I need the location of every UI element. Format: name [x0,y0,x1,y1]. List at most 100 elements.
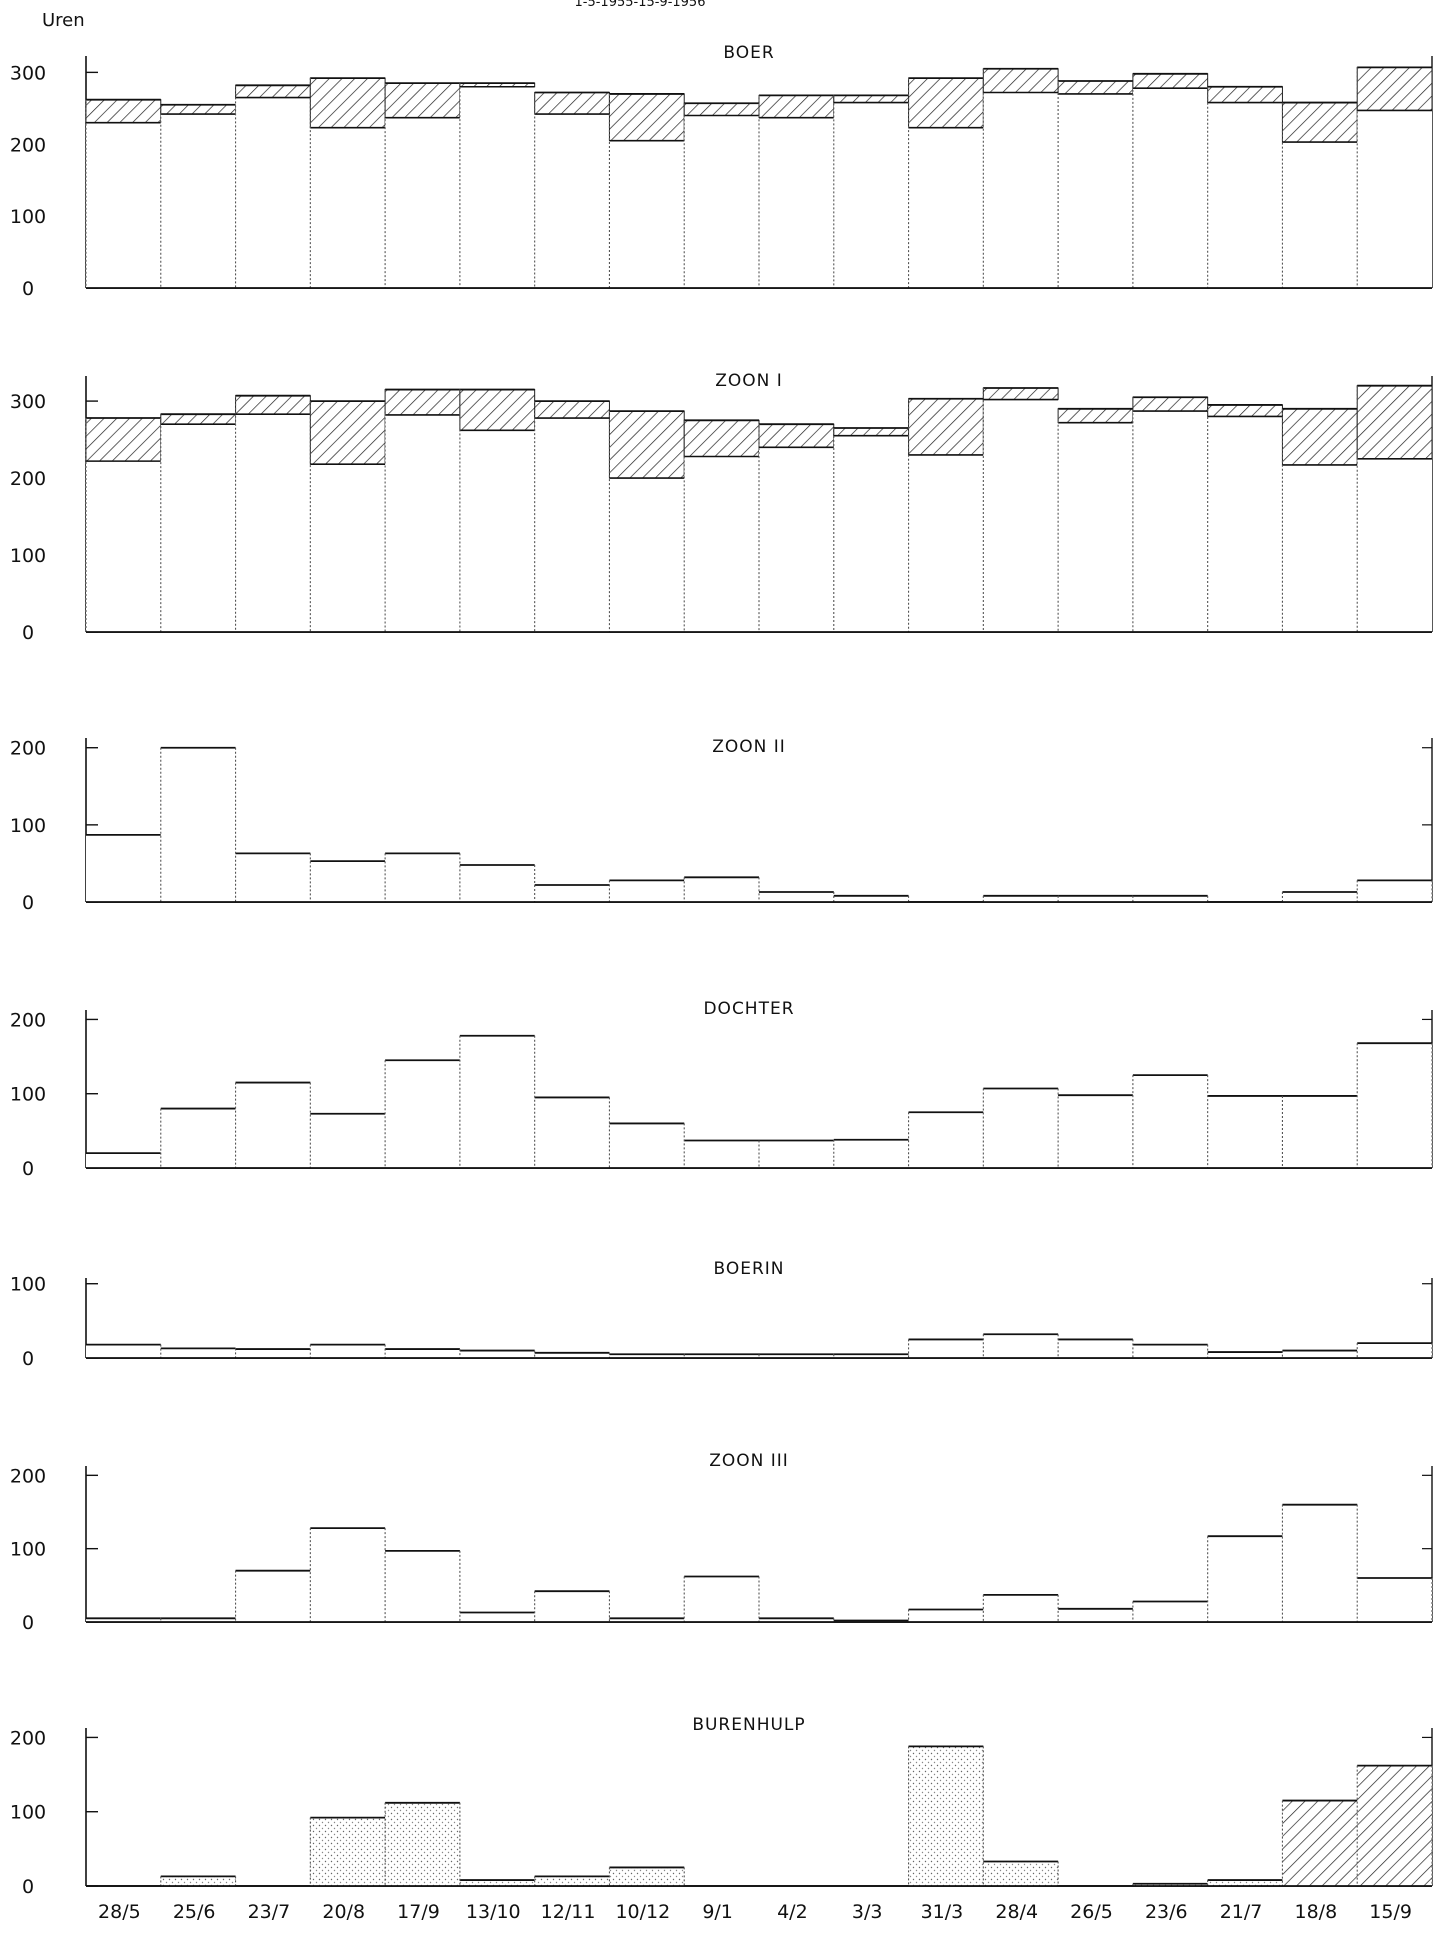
bar-extra-segment [459,389,536,431]
bar-extra-segment [683,102,760,116]
bar [310,861,386,902]
bar [1132,895,1208,902]
bar-base-segment [534,114,610,288]
y-tick-label: 200 [10,738,46,760]
bar [609,1867,685,1886]
bar [1282,891,1358,902]
bar-base-segment [1207,102,1283,288]
bar-base-segment [609,478,685,632]
bar [1207,1536,1283,1622]
bar [534,1097,610,1168]
bar [1132,1601,1208,1622]
bar-base-segment [833,102,909,288]
bar-base-segment [684,115,759,288]
x-tick-label: 28/4 [995,1901,1038,1923]
bar-extra-segment [85,417,162,462]
bar-base-segment [459,86,535,288]
y-tick-label: 0 [22,1876,34,1898]
bar-base-segment [908,454,984,632]
bar [1058,1608,1133,1622]
panel-title: DOCHTER [703,999,794,1019]
bar [1282,1350,1358,1358]
bar-extra-segment [758,94,835,119]
y-tick-label: 100 [10,1802,46,1824]
bar-base-segment [1058,93,1133,288]
x-tick-label: 21/7 [1220,1901,1263,1923]
bar-base-segment [235,97,311,288]
y-tick-label: 100 [10,1539,46,1561]
y-tick-label: 200 [10,1009,46,1031]
x-tick-label: 25/6 [173,1901,216,1923]
bar-base-segment [1132,88,1208,288]
x-tick-label: 17/9 [397,1901,440,1923]
x-tick-label: 23/6 [1145,1901,1188,1923]
bar-base-segment [86,461,161,632]
bar-base-segment [983,399,1059,632]
y-tick-label: 0 [22,278,34,300]
bar [609,880,685,902]
bar-base-segment [609,140,685,288]
panel-zoon-i: ZOON I 0 100 200 300 [10,371,1433,644]
bar [609,1354,685,1358]
bar [160,1876,236,1886]
bar-extra-segment [683,419,760,458]
bar-extra-segment [1356,385,1433,460]
bar-base-segment [385,414,460,632]
bar [86,1153,161,1168]
bar-base-segment [908,127,984,288]
bar [759,1618,834,1622]
bar [534,1876,610,1886]
bar-extra-segment [1281,408,1358,466]
bar [983,1088,1059,1168]
bar [759,891,834,902]
x-tick-label: 4/2 [777,1901,808,1923]
bar [160,1108,236,1168]
bar [1282,1800,1358,1886]
bar [833,1354,909,1358]
panel-title: BOERIN [713,1259,784,1279]
bar [908,1112,984,1168]
bar-extra-segment [1356,66,1433,111]
bar [86,1618,161,1622]
x-tick-label: 10/12 [615,1901,670,1923]
bar-base-segment [1207,416,1283,632]
bar [983,895,1059,902]
y-tick-label: 200 [10,1465,46,1487]
bar [759,1140,834,1168]
bar [310,1817,386,1886]
bar-extra-segment [85,99,162,124]
bar [1282,1095,1358,1168]
bar [86,834,161,902]
x-tick-label: 9/1 [702,1901,733,1923]
y-tick-label: 200 [10,134,46,156]
y-tick-label: 300 [10,62,46,84]
bar-base-segment [310,127,386,288]
bar [1357,1578,1432,1622]
bar-base-segment [235,414,311,632]
bar-base-segment [983,92,1059,288]
bar-extra-segment [1132,396,1209,412]
x-tick-label: 13/10 [466,1901,521,1923]
bar-extra-segment [982,68,1059,93]
bar-base-segment [684,456,759,632]
bar-base-segment [310,464,386,632]
bar-extra-segment [235,84,311,99]
bar [908,1339,984,1358]
bar [235,853,311,902]
bar [1058,895,1133,902]
bar-extra-segment [1207,404,1283,417]
bar [459,1612,535,1622]
x-tick-label: 26/5 [1070,1901,1113,1923]
bar [86,1344,161,1358]
y-tick-label: 200 [10,1727,46,1749]
bar [1282,1504,1358,1622]
bar [385,853,460,902]
bar [833,1139,909,1168]
bar-extra-segment [608,93,685,142]
bar-base-segment [1132,411,1208,632]
bar-base-segment [459,430,535,632]
bar [310,1528,386,1622]
y-tick-label: 100 [10,206,46,228]
panel-title: ZOON I [715,371,783,391]
bar [1357,1043,1432,1168]
